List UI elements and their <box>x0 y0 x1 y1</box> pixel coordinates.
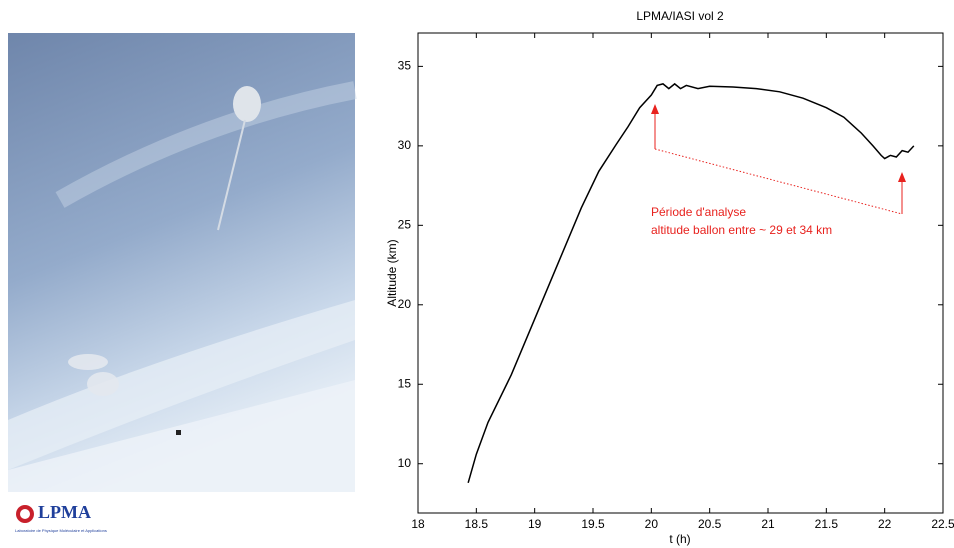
logo: LPMA Laboratoire de Physique Moléculaire… <box>15 502 107 533</box>
x-tick-label: 20.5 <box>698 517 722 531</box>
y-tick-label: 10 <box>398 456 412 470</box>
annotation-text: Période d'analyse <box>651 205 746 219</box>
x-tick-label: 22.5 <box>931 517 954 531</box>
balloon <box>233 86 261 122</box>
parachute <box>87 372 119 396</box>
parachute <box>68 354 108 370</box>
y-tick-label: 15 <box>398 376 412 390</box>
flight-train <box>217 119 246 231</box>
logo-caption: Laboratoire de Physique Moléculaire et A… <box>15 528 107 533</box>
x-tick-label: 18 <box>411 517 425 531</box>
cloud <box>8 300 355 470</box>
x-tick-label: 20 <box>645 517 659 531</box>
y-axis-label: Altitude (km) <box>385 239 399 306</box>
y-tick-label: 30 <box>398 138 412 152</box>
y-tick-label: 25 <box>398 217 412 231</box>
annotation-line <box>654 148 903 215</box>
x-axis-label: t (h) <box>669 532 690 546</box>
cloud <box>55 81 357 208</box>
x-tick-label: 21.5 <box>815 517 839 531</box>
plot-frame <box>417 32 944 514</box>
cloud <box>8 380 355 492</box>
y-tick-label: 20 <box>398 297 412 311</box>
photo <box>8 33 357 492</box>
x-tick-label: 22 <box>878 517 892 531</box>
logo-mark <box>20 509 30 519</box>
altitude-line <box>467 82 915 484</box>
annotation-arrow-head <box>898 172 906 182</box>
x-tick-label: 21 <box>761 517 775 531</box>
y-tick-label: 35 <box>398 59 412 73</box>
x-tick-label: 19.5 <box>581 517 605 531</box>
gondola <box>176 430 181 435</box>
logo-name: LPMA <box>38 502 91 522</box>
annotation-text: altitude ballon entre ~ 29 et 34 km <box>651 223 832 237</box>
annotation: Période d'analyse altitude ballon entre … <box>651 104 906 237</box>
annotation-arrow-head <box>651 104 659 114</box>
x-tick-label: 18.5 <box>465 517 489 531</box>
x-tick-label: 19 <box>528 517 542 531</box>
chart-title: LPMA/IASI vol 2 <box>636 9 724 23</box>
